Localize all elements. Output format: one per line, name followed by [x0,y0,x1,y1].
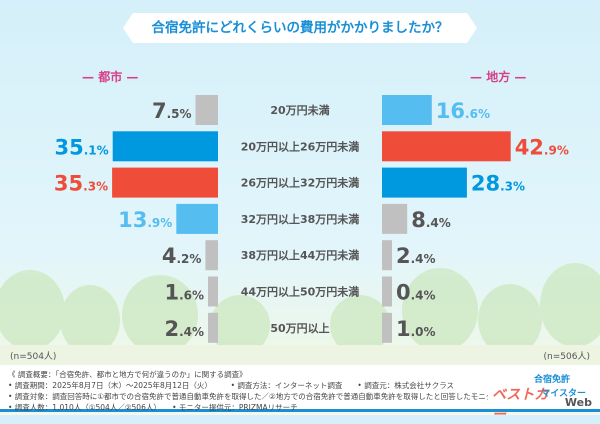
rural-bar [382,276,392,307]
rural-bar [382,240,392,271]
rural-value-label: 2.4% [396,244,436,268]
sample-size-city: (n=504人) [10,352,57,362]
city-value-label: 1.6% [164,281,204,305]
city-value-label: 7.5% [152,99,192,123]
legend-rural: — 地方 — [470,70,527,84]
category-label: 32万円以上38万円未満 [241,212,360,226]
city-bar [208,276,218,307]
rural-value-label: 28.3% [471,172,525,196]
city-bar [195,95,218,125]
rural-bar [382,167,467,198]
city-value-label: 13.9% [118,208,172,232]
category-label: 38万円以上44万円未満 [241,248,360,262]
footer-line: • 調査人数：1,010人（①504人／②506人） • モニター提供元：PRI… [8,403,298,412]
rural-value-label: 42.9% [515,135,569,159]
category-label: 20万円未満 [270,103,329,117]
tree-background [0,263,600,365]
city-bar [112,131,218,162]
city-bar [205,240,218,271]
rural-value-label: 16.6% [436,99,490,123]
category-label: 20万円以上26万円未満 [241,139,360,153]
category-label: 44万円以上50万円未満 [241,285,360,299]
sample-size-rural: (n=506人) [543,352,590,362]
city-bar [112,167,218,198]
rural-bar [382,131,511,162]
city-value-label: 35.3% [54,172,108,196]
rural-value-label: 8.4% [411,208,451,232]
rural-bar [382,203,408,234]
city-value-label: 2.4% [164,317,204,341]
logo: 合宿免許 ベストカー マイスター Web [492,375,592,423]
butterfly-chart: 20万円未満 7.5% 16.6% 20万円以上26万円未満 35.1% 42.9% 26万… [54,95,569,343]
category-label: 26万円以上32万円未満 [241,176,360,190]
rural-bar [382,312,392,343]
footer-line: • 調査期間：2025年8月7日（木）～2025年8月12日（火） • 調査方法… [8,381,455,390]
rural-value-label: 1.0% [396,317,436,341]
survey-footer: 《 調査概要：「合宿免許、都市と地方で何が違うのか」に関する調査》 • 調査期間… [0,365,600,412]
legend-city: — 都市 — [82,70,139,84]
city-value-label: 35.1% [55,135,109,159]
category-label: 50万円以上 [270,321,329,335]
footer-line: 《 調査概要：「合宿免許、都市と地方で何が違うのか」に関する調査》 [8,370,247,379]
city-value-label: 4.2% [162,244,202,268]
rural-bar [382,95,432,125]
footer-line: • 調査対象：調査回答時に①都市での合宿免許で普通自動車免許を取得した／②地方で… [8,392,488,401]
chart-title: 合宿免許にどれくらいの費用がかかりましたか？ [123,13,477,43]
city-bar [176,203,218,234]
city-bar [208,312,218,343]
rural-value-label: 0.4% [396,281,436,305]
